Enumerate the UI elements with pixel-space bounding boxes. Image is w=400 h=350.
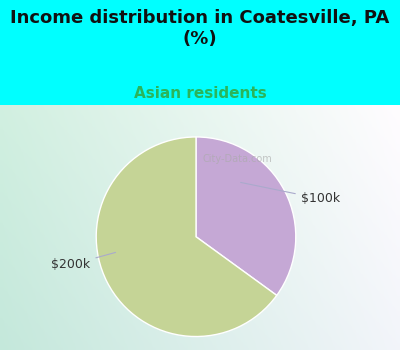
Text: City-Data.com: City-Data.com [202, 154, 272, 164]
Text: Asian residents: Asian residents [134, 86, 266, 101]
Text: $200k: $200k [51, 252, 116, 271]
Wedge shape [196, 137, 296, 295]
Text: Income distribution in Coatesville, PA
(%): Income distribution in Coatesville, PA (… [10, 9, 390, 48]
Wedge shape [96, 137, 277, 336]
Text: $100k: $100k [241, 182, 340, 205]
